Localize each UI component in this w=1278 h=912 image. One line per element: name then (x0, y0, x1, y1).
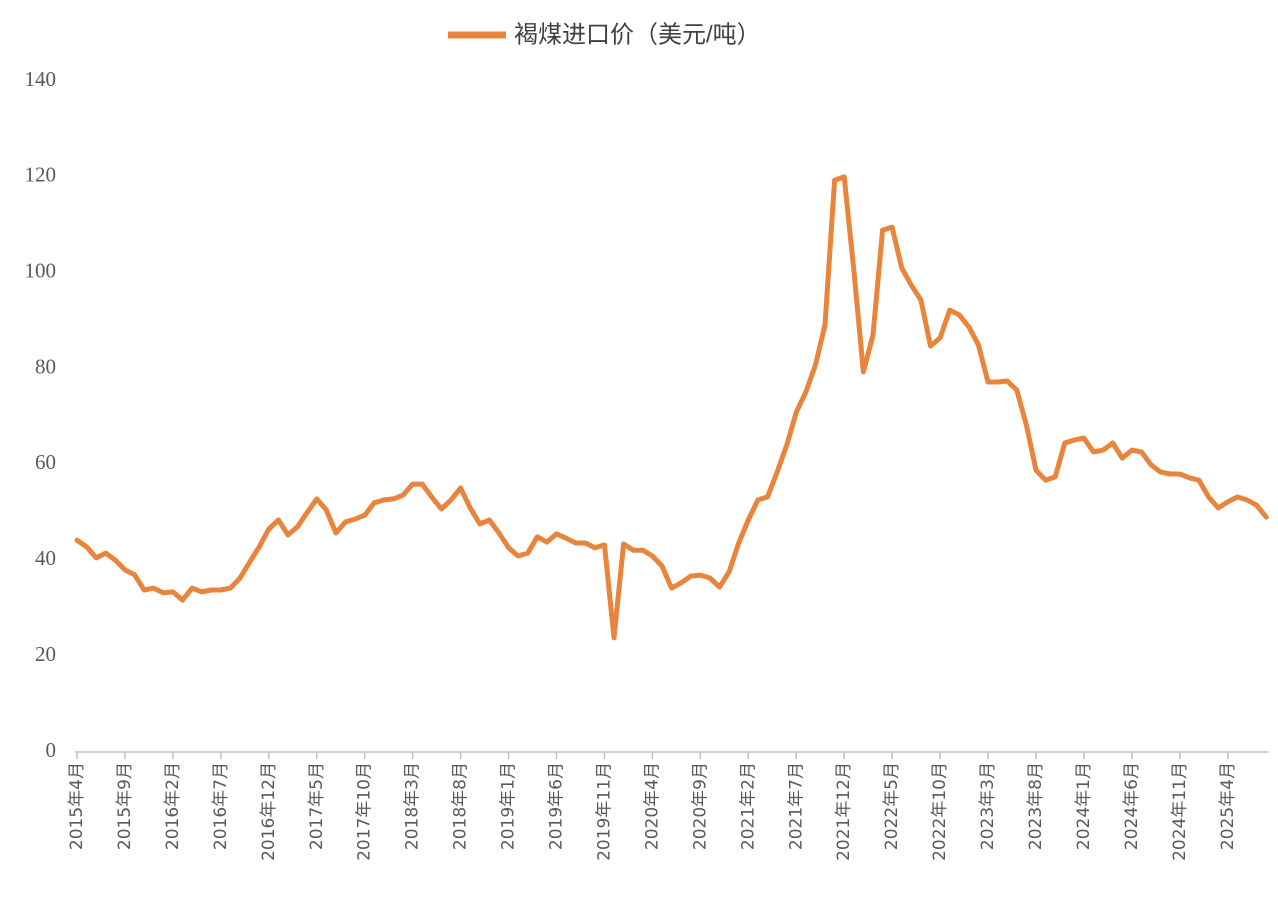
x-tick-label: 2024年1月 (1074, 762, 1094, 850)
x-tick-label: 2015年9月 (115, 762, 135, 850)
x-tick-label: 2016年7月 (211, 762, 231, 850)
y-tick-label: 60 (35, 450, 56, 474)
x-tick-label: 2021年7月 (786, 762, 806, 850)
x-tick-label: 2023年3月 (978, 762, 998, 850)
y-tick-label: 80 (35, 354, 56, 378)
y-tick-label: 40 (35, 546, 56, 570)
x-tick-label: 2025年4月 (1218, 762, 1238, 850)
line-series (74, 174, 1269, 641)
x-tick-label: 2020年9月 (690, 762, 710, 850)
y-tick-label: 120 (25, 163, 57, 187)
y-tick-label: 100 (25, 259, 57, 283)
x-tick-label: 2017年10月 (355, 762, 375, 861)
x-tick-label: 2024年11月 (1170, 762, 1190, 861)
x-tick-label: 2021年12月 (834, 762, 854, 861)
x-tick-label: 2018年3月 (403, 762, 423, 850)
y-tick-label: 0 (46, 738, 57, 762)
x-tick-label: 2015年4月 (67, 762, 87, 850)
x-tick-label: 2019年6月 (547, 762, 567, 850)
x-tick-label: 2016年12月 (259, 762, 279, 861)
x-tick-label: 2022年5月 (882, 762, 902, 850)
x-tick-label: 2019年11月 (594, 762, 614, 861)
y-tick-label: 140 (25, 67, 57, 91)
x-tick-label: 2017年5月 (307, 762, 327, 850)
y-tick-label: 20 (35, 642, 56, 666)
legend-label: 褐煤进口价（美元/吨） (514, 21, 761, 48)
x-tick-label: 2022年10月 (930, 762, 950, 861)
x-tick-label: 2021年2月 (738, 762, 758, 850)
x-tick-label: 2018年8月 (451, 762, 471, 850)
x-tick-label: 2023年8月 (1026, 762, 1046, 850)
x-tick-label: 2019年1月 (499, 762, 519, 850)
x-tick-label: 2020年4月 (642, 762, 662, 850)
x-tick-label: 2016年2月 (163, 762, 183, 850)
x-tick-label: 2024年6月 (1122, 762, 1142, 850)
